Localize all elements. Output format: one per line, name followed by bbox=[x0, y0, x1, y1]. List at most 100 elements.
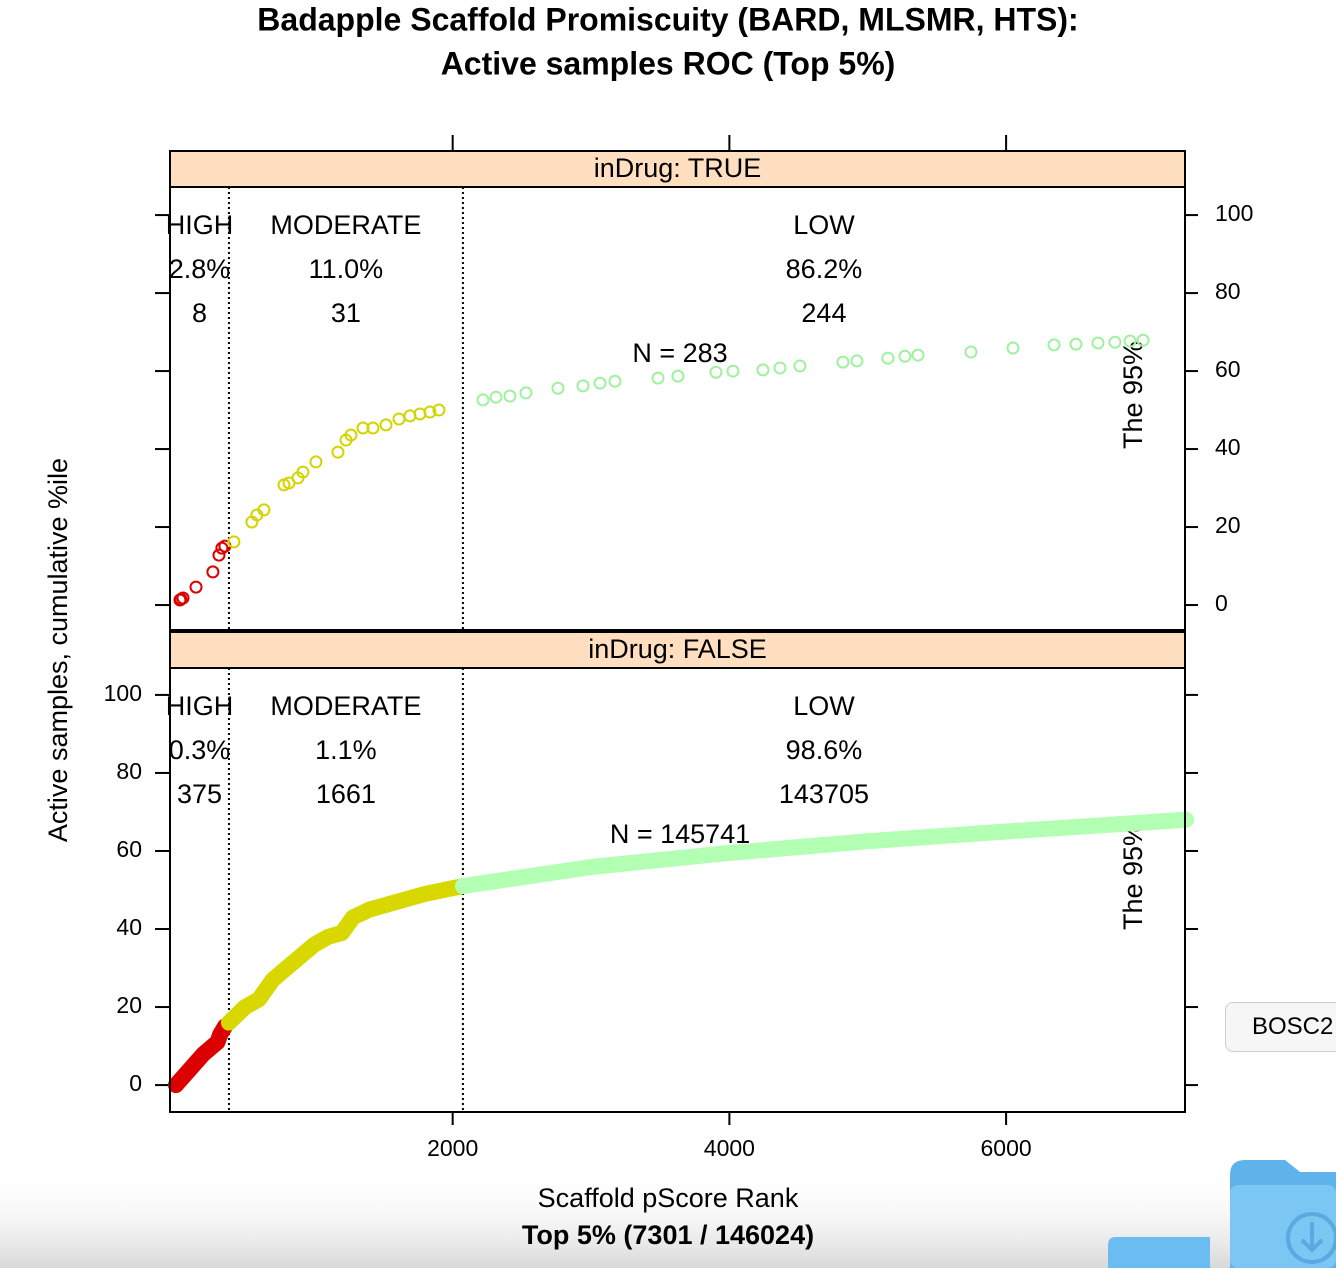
point bbox=[1123, 334, 1137, 348]
point bbox=[212, 548, 226, 562]
note: The 95% bbox=[1118, 822, 1148, 930]
point bbox=[1006, 341, 1020, 355]
y-tick-label: 0 bbox=[129, 1070, 142, 1096]
y-tick-label: 60 bbox=[1215, 356, 1241, 382]
point bbox=[898, 349, 912, 363]
chart-title: Active samples ROC (Top 5%) bbox=[441, 45, 896, 81]
point bbox=[793, 359, 807, 373]
class-label: LOW bbox=[793, 210, 855, 240]
point bbox=[576, 379, 590, 393]
n-label: N = 145741 bbox=[610, 819, 750, 849]
point bbox=[366, 421, 380, 435]
line bbox=[176, 1027, 225, 1086]
class-percent: 2.8% bbox=[169, 254, 231, 284]
class-count: 244 bbox=[801, 298, 846, 328]
point bbox=[309, 455, 323, 469]
point bbox=[423, 405, 437, 419]
point bbox=[593, 376, 607, 390]
point bbox=[651, 371, 665, 385]
line bbox=[463, 820, 1186, 886]
y-tick-label: 60 bbox=[116, 836, 142, 862]
point bbox=[379, 418, 393, 432]
class-count: 1661 bbox=[316, 779, 376, 809]
class-count: 143705 bbox=[779, 779, 869, 809]
point bbox=[519, 386, 533, 400]
strip-label: inDrug: FALSE bbox=[588, 634, 767, 664]
point bbox=[1069, 337, 1083, 351]
point bbox=[881, 351, 895, 365]
y-tick-label: 40 bbox=[1215, 434, 1241, 460]
y-tick-label: 20 bbox=[1215, 512, 1241, 538]
x-tick-label: 6000 bbox=[981, 1135, 1032, 1161]
point bbox=[709, 365, 723, 379]
class-label: HIGH bbox=[166, 691, 234, 721]
note: The 95% bbox=[1118, 341, 1148, 449]
class-count: 8 bbox=[192, 298, 207, 328]
point bbox=[296, 465, 310, 479]
point bbox=[432, 403, 446, 417]
point bbox=[489, 390, 503, 404]
x-tick-label: 2000 bbox=[427, 1135, 478, 1161]
strip-label: inDrug: TRUE bbox=[594, 153, 762, 183]
x-axis-sublabel: Top 5% (7301 / 146024) bbox=[522, 1220, 814, 1250]
point bbox=[1047, 338, 1061, 352]
panel-frame bbox=[169, 186, 1186, 631]
y-axis-label: Active samples, cumulative %ile bbox=[43, 458, 73, 842]
class-count: 31 bbox=[331, 298, 361, 328]
point bbox=[227, 535, 241, 549]
point bbox=[773, 361, 787, 375]
y-tick-label: 80 bbox=[1215, 278, 1241, 304]
point bbox=[356, 421, 370, 435]
y-tick-label: 80 bbox=[116, 758, 142, 784]
point bbox=[403, 409, 417, 423]
class-count: 375 bbox=[177, 779, 222, 809]
point bbox=[836, 355, 850, 369]
point bbox=[726, 364, 740, 378]
class-label: MODERATE bbox=[270, 691, 421, 721]
y-tick-label: 20 bbox=[116, 992, 142, 1018]
point bbox=[176, 591, 190, 605]
point bbox=[608, 374, 622, 388]
y-tick-label: 40 bbox=[116, 914, 142, 940]
line bbox=[229, 886, 463, 1023]
point bbox=[1108, 335, 1122, 349]
class-label: LOW bbox=[793, 691, 855, 721]
class-percent: 1.1% bbox=[315, 735, 377, 765]
point bbox=[331, 445, 345, 459]
point bbox=[850, 354, 864, 368]
y-tick-label: 100 bbox=[1215, 200, 1253, 226]
class-percent: 86.2% bbox=[786, 254, 863, 284]
y-tick-label: 100 bbox=[104, 680, 142, 706]
strip bbox=[169, 631, 1186, 669]
n-label: N = 283 bbox=[632, 338, 727, 368]
class-percent: 0.3% bbox=[169, 735, 231, 765]
point bbox=[344, 428, 358, 442]
point bbox=[1136, 333, 1150, 347]
point bbox=[1091, 336, 1105, 350]
point bbox=[476, 393, 490, 407]
point bbox=[756, 363, 770, 377]
button[interactable]: BOSC2 bbox=[1225, 1002, 1336, 1052]
y-tick-label: 0 bbox=[1215, 590, 1228, 616]
class-label: MODERATE bbox=[270, 210, 421, 240]
folder-icon bbox=[1108, 1160, 1336, 1268]
panel-frame bbox=[169, 667, 1186, 1113]
x-axis-label: Scaffold pScore Rank bbox=[538, 1183, 799, 1213]
class-percent: 98.6% bbox=[786, 735, 863, 765]
point bbox=[257, 503, 271, 517]
class-percent: 11.0% bbox=[309, 254, 384, 284]
point bbox=[671, 369, 685, 383]
point bbox=[964, 345, 978, 359]
point bbox=[392, 412, 406, 426]
class-label: HIGH bbox=[166, 210, 234, 240]
point bbox=[551, 381, 565, 395]
point bbox=[206, 565, 220, 579]
x-tick-label: 4000 bbox=[704, 1135, 755, 1161]
strip bbox=[169, 150, 1186, 188]
point bbox=[911, 348, 925, 362]
chart-title: Badapple Scaffold Promiscuity (BARD, MLS… bbox=[257, 1, 1078, 37]
point bbox=[503, 389, 517, 403]
point bbox=[189, 580, 203, 594]
